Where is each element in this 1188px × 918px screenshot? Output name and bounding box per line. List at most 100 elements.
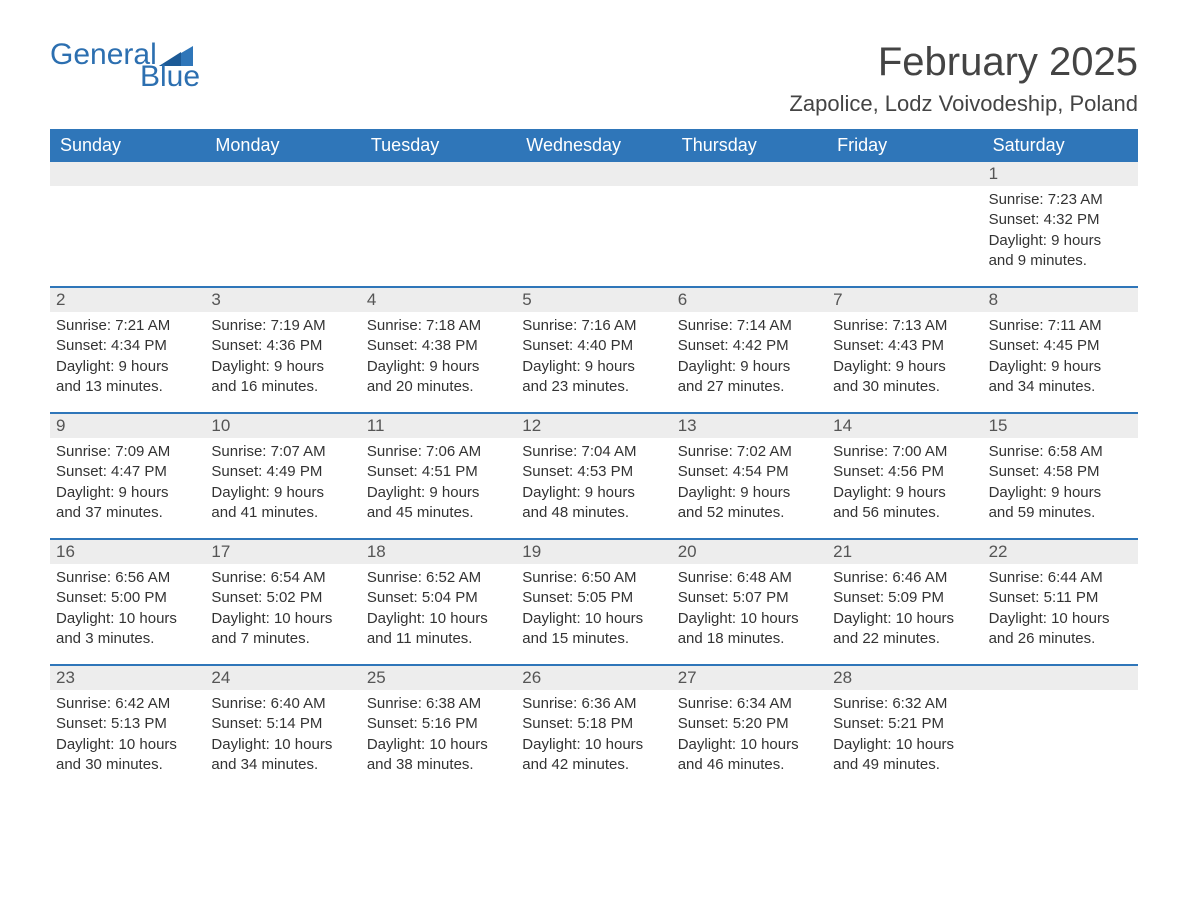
day-number: 27 (672, 666, 827, 690)
day-number: . (516, 162, 671, 186)
day-daylight2: and 9 minutes. (989, 251, 1132, 271)
day-body: Sunrise: 7:18 AMSunset: 4:38 PMDaylight:… (361, 312, 516, 397)
day-body: Sunrise: 6:50 AMSunset: 5:05 PMDaylight:… (516, 564, 671, 649)
day-cell: 19Sunrise: 6:50 AMSunset: 5:05 PMDayligh… (516, 540, 671, 650)
day-number: 14 (827, 414, 982, 438)
day-sunrise: Sunrise: 7:21 AM (56, 316, 199, 336)
day-daylight2: and 11 minutes. (367, 629, 510, 649)
day-daylight1: Daylight: 9 hours (833, 357, 976, 377)
day-body: Sunrise: 6:46 AMSunset: 5:09 PMDaylight:… (827, 564, 982, 649)
day-sunrise: Sunrise: 7:11 AM (989, 316, 1132, 336)
day-body: Sunrise: 7:11 AMSunset: 4:45 PMDaylight:… (983, 312, 1138, 397)
day-sunset: Sunset: 4:32 PM (989, 210, 1132, 230)
day-number: 2 (50, 288, 205, 312)
day-sunset: Sunset: 4:38 PM (367, 336, 510, 356)
day-number: 26 (516, 666, 671, 690)
day-sunrise: Sunrise: 7:23 AM (989, 190, 1132, 210)
day-cell: 22Sunrise: 6:44 AMSunset: 5:11 PMDayligh… (983, 540, 1138, 650)
day-number: . (50, 162, 205, 186)
day-number: . (827, 162, 982, 186)
day-cell: 4Sunrise: 7:18 AMSunset: 4:38 PMDaylight… (361, 288, 516, 398)
day-sunset: Sunset: 4:49 PM (211, 462, 354, 482)
day-daylight2: and 34 minutes. (989, 377, 1132, 397)
day-daylight2: and 41 minutes. (211, 503, 354, 523)
day-cell: 5Sunrise: 7:16 AMSunset: 4:40 PMDaylight… (516, 288, 671, 398)
day-sunrise: Sunrise: 6:56 AM (56, 568, 199, 588)
day-sunset: Sunset: 5:07 PM (678, 588, 821, 608)
day-daylight1: Daylight: 10 hours (56, 609, 199, 629)
day-sunrise: Sunrise: 7:04 AM (522, 442, 665, 462)
day-daylight2: and 22 minutes. (833, 629, 976, 649)
weekday-header: Sunday (50, 129, 205, 162)
day-number: . (205, 162, 360, 186)
day-sunrise: Sunrise: 7:16 AM (522, 316, 665, 336)
day-number: 5 (516, 288, 671, 312)
week-row: 2Sunrise: 7:21 AMSunset: 4:34 PMDaylight… (50, 286, 1138, 398)
day-daylight2: and 38 minutes. (367, 755, 510, 775)
day-number: 17 (205, 540, 360, 564)
day-number: 10 (205, 414, 360, 438)
day-number: 6 (672, 288, 827, 312)
day-body: Sunrise: 7:00 AMSunset: 4:56 PMDaylight:… (827, 438, 982, 523)
day-sunrise: Sunrise: 6:42 AM (56, 694, 199, 714)
day-sunset: Sunset: 4:45 PM (989, 336, 1132, 356)
day-daylight2: and 46 minutes. (678, 755, 821, 775)
day-daylight2: and 26 minutes. (989, 629, 1132, 649)
day-daylight1: Daylight: 10 hours (678, 609, 821, 629)
day-sunset: Sunset: 5:11 PM (989, 588, 1132, 608)
day-sunrise: Sunrise: 7:00 AM (833, 442, 976, 462)
day-sunset: Sunset: 4:40 PM (522, 336, 665, 356)
day-number: 19 (516, 540, 671, 564)
day-sunset: Sunset: 4:42 PM (678, 336, 821, 356)
day-daylight1: Daylight: 9 hours (989, 231, 1132, 251)
day-number: 23 (50, 666, 205, 690)
day-sunrise: Sunrise: 7:09 AM (56, 442, 199, 462)
day-cell: 9Sunrise: 7:09 AMSunset: 4:47 PMDaylight… (50, 414, 205, 524)
week-row: 9Sunrise: 7:09 AMSunset: 4:47 PMDaylight… (50, 412, 1138, 524)
day-cell: . (50, 162, 205, 272)
day-sunrise: Sunrise: 6:58 AM (989, 442, 1132, 462)
day-cell: . (827, 162, 982, 272)
day-cell: 8Sunrise: 7:11 AMSunset: 4:45 PMDaylight… (983, 288, 1138, 398)
day-body: Sunrise: 7:04 AMSunset: 4:53 PMDaylight:… (516, 438, 671, 523)
day-body: Sunrise: 6:42 AMSunset: 5:13 PMDaylight:… (50, 690, 205, 775)
day-daylight1: Daylight: 9 hours (211, 357, 354, 377)
day-daylight2: and 48 minutes. (522, 503, 665, 523)
day-daylight1: Daylight: 10 hours (678, 735, 821, 755)
day-cell: 14Sunrise: 7:00 AMSunset: 4:56 PMDayligh… (827, 414, 982, 524)
day-cell: 26Sunrise: 6:36 AMSunset: 5:18 PMDayligh… (516, 666, 671, 776)
location: Zapolice, Lodz Voivodeship, Poland (789, 91, 1138, 117)
day-sunrise: Sunrise: 6:48 AM (678, 568, 821, 588)
day-daylight1: Daylight: 9 hours (989, 357, 1132, 377)
day-daylight1: Daylight: 9 hours (56, 357, 199, 377)
day-sunset: Sunset: 5:09 PM (833, 588, 976, 608)
day-cell: 23Sunrise: 6:42 AMSunset: 5:13 PMDayligh… (50, 666, 205, 776)
day-number: 1 (983, 162, 1138, 186)
day-daylight2: and 59 minutes. (989, 503, 1132, 523)
day-sunset: Sunset: 4:36 PM (211, 336, 354, 356)
day-daylight1: Daylight: 10 hours (211, 735, 354, 755)
day-cell: 6Sunrise: 7:14 AMSunset: 4:42 PMDaylight… (672, 288, 827, 398)
day-daylight1: Daylight: 10 hours (522, 609, 665, 629)
day-sunset: Sunset: 4:53 PM (522, 462, 665, 482)
day-daylight2: and 45 minutes. (367, 503, 510, 523)
day-daylight1: Daylight: 9 hours (522, 483, 665, 503)
day-number: . (983, 666, 1138, 690)
day-sunrise: Sunrise: 7:19 AM (211, 316, 354, 336)
day-daylight1: Daylight: 10 hours (367, 735, 510, 755)
day-cell: 12Sunrise: 7:04 AMSunset: 4:53 PMDayligh… (516, 414, 671, 524)
day-body: Sunrise: 7:09 AMSunset: 4:47 PMDaylight:… (50, 438, 205, 523)
day-sunset: Sunset: 5:05 PM (522, 588, 665, 608)
day-cell: 2Sunrise: 7:21 AMSunset: 4:34 PMDaylight… (50, 288, 205, 398)
day-cell: 28Sunrise: 6:32 AMSunset: 5:21 PMDayligh… (827, 666, 982, 776)
day-body: Sunrise: 7:07 AMSunset: 4:49 PMDaylight:… (205, 438, 360, 523)
day-sunset: Sunset: 5:04 PM (367, 588, 510, 608)
day-cell: 1 Sunrise: 7:23 AMSunset: 4:32 PMDaylight… (983, 162, 1138, 272)
day-number: 15 (983, 414, 1138, 438)
week-row: 16Sunrise: 6:56 AMSunset: 5:00 PMDayligh… (50, 538, 1138, 650)
day-sunrise: Sunrise: 6:38 AM (367, 694, 510, 714)
day-body: Sunrise: 6:48 AMSunset: 5:07 PMDaylight:… (672, 564, 827, 649)
day-number: 20 (672, 540, 827, 564)
day-number: 22 (983, 540, 1138, 564)
day-number: 24 (205, 666, 360, 690)
